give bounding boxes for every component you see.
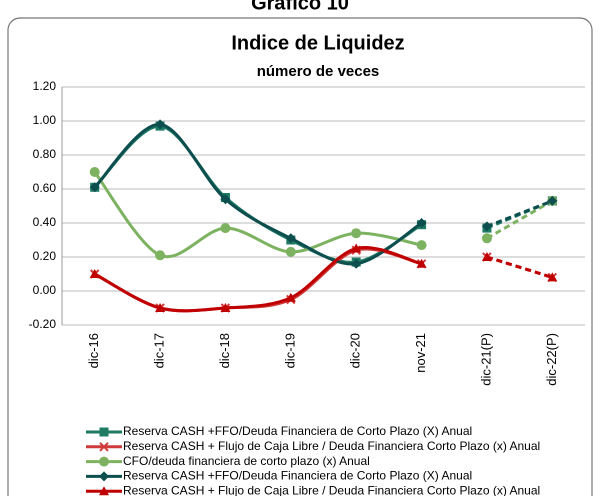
- chart-subtitle: número de veces: [257, 63, 380, 80]
- marker: [99, 456, 109, 467]
- y-tick-label: 0.40: [33, 215, 57, 229]
- marker: [89, 167, 100, 177]
- marker: [481, 252, 492, 261]
- marker: [220, 303, 231, 312]
- marker: [220, 194, 231, 205]
- marker: [481, 233, 492, 244]
- marker: [547, 195, 558, 206]
- marker: [481, 221, 492, 232]
- y-tick-label: 1.20: [33, 79, 57, 93]
- x-tick-label: dic-19: [282, 333, 297, 368]
- x-tick-label: dic-17: [152, 333, 167, 368]
- marker: [285, 292, 296, 302]
- y-tick-label: 0.60: [33, 181, 57, 195]
- x-tick-label: dic-21(P): [478, 333, 493, 386]
- series-line: [486, 199, 553, 228]
- marker: [285, 246, 296, 257]
- marker: [99, 427, 109, 437]
- x-tick-label: dic-16: [86, 333, 101, 368]
- x-tick-label: nov-21: [413, 333, 428, 373]
- y-tick-label: 0.00: [33, 283, 57, 297]
- marker: [220, 223, 231, 234]
- marker: [285, 233, 296, 244]
- marker: [416, 258, 427, 268]
- marker: [155, 303, 166, 312]
- marker: [89, 182, 100, 193]
- marker: [155, 250, 166, 261]
- marker: [416, 218, 427, 228]
- legend-label: Reserva CASH + Flujo de Caja Libre / Deu…: [123, 439, 540, 453]
- marker: [351, 258, 362, 269]
- x-tick-label: dic-18: [217, 333, 232, 368]
- series-line: [486, 255, 553, 279]
- marker: [99, 486, 109, 496]
- legend-label: CFO/deuda financiera de corto plazo (x) …: [123, 454, 370, 468]
- marker: [155, 119, 166, 130]
- x-tick-label: dic-20: [348, 333, 363, 368]
- marker: [351, 228, 362, 239]
- y-tick-label: -0.20: [29, 317, 57, 331]
- series-line: [93, 246, 422, 313]
- marker: [89, 269, 100, 278]
- chart-title: Indice de Liquidez: [231, 32, 404, 54]
- legend-label: Reserva CASH +FFO/Deuda Financiera de Co…: [123, 469, 472, 483]
- marker: [351, 243, 362, 253]
- y-tick-label: 0.20: [33, 249, 57, 263]
- y-tick-label: 0.80: [33, 147, 57, 161]
- marker: [547, 272, 558, 282]
- x-tick-label: dic-22(P): [544, 333, 559, 386]
- marker: [99, 442, 109, 452]
- legend-label: Reserva CASH + Flujo de Caja Libre / Deu…: [123, 483, 540, 496]
- legend-label: Reserva CASH +FFO/Deuda Financiera de Co…: [123, 424, 472, 438]
- marker: [99, 471, 109, 482]
- marker: [416, 240, 427, 251]
- supertitle: Gráfico 10: [251, 0, 349, 14]
- y-tick-label: 1.00: [33, 113, 57, 127]
